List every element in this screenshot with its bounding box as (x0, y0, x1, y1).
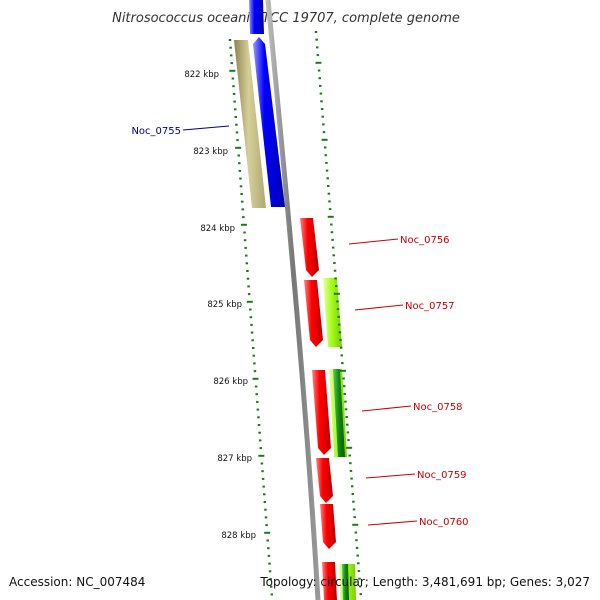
kbp-label: 826 kbp (213, 377, 248, 387)
gene-feature-noc-0758 (312, 370, 331, 455)
gene-labels: Noc_0755 Noc_0756 Noc_0757 Noc_0758 Noc_… (131, 126, 468, 528)
leader-line-noc-0757 (354, 304, 404, 311)
kbp-label: 828 kbp (221, 531, 256, 541)
leader-line-noc-0755 (182, 125, 230, 131)
kbp-label: 827 kbp (217, 454, 252, 464)
gene-feature-noc-0757 (304, 280, 323, 347)
gene-feature-noc-0760 (320, 504, 336, 549)
gene-feature-bottom-dark-green (342, 564, 349, 600)
tick-marks (228, 31, 363, 596)
leader-line-noc-0758 (361, 405, 412, 412)
kbp-labels: 822 kbp 823 kbp 824 kbp 825 kbp 826 kbp … (184, 70, 256, 541)
topology-text: Topology: circular; Length: 3,481,691 bp… (259, 575, 590, 589)
gene-features (234, 0, 356, 600)
kbp-label: 825 kbp (207, 300, 242, 310)
leader-line-noc-0760 (367, 520, 418, 526)
gene-label-noc-0759[interactable]: Noc_0759 (417, 470, 467, 481)
leader-line-noc-0759 (365, 473, 416, 479)
map-title: Nitrosococcus oceani ATCC 19707, complet… (112, 11, 460, 26)
gene-feature-noc-0759 (316, 458, 333, 503)
genome-backbone (265, 0, 321, 600)
gene-label-noc-0756[interactable]: Noc_0756 (400, 235, 450, 246)
gene-feature-dark-green (333, 369, 345, 457)
gene-label-noc-0755[interactable]: Noc_0755 (131, 126, 181, 137)
gene-label-noc-0758[interactable]: Noc_0758 (413, 402, 463, 413)
leader-line-noc-0756 (348, 238, 399, 245)
accession-text: Accession: NC_007484 (9, 575, 145, 589)
kbp-label: 822 kbp (184, 70, 219, 80)
gene-feature-bottom-red (322, 562, 337, 600)
gene-label-noc-0757[interactable]: Noc_0757 (405, 301, 455, 312)
gene-feature-noc-0756 (300, 218, 319, 277)
gene-label-noc-0760[interactable]: Noc_0760 (419, 517, 469, 528)
kbp-label: 824 kbp (200, 224, 235, 234)
gene-feature-noc-0755 (253, 37, 285, 207)
kbp-label: 823 kbp (193, 147, 228, 157)
gene-feature-olive (234, 40, 266, 208)
gene-feature-lime-1 (323, 278, 342, 347)
gene-label-lines (182, 125, 418, 526)
gene-feature-top-blue (249, 0, 264, 34)
